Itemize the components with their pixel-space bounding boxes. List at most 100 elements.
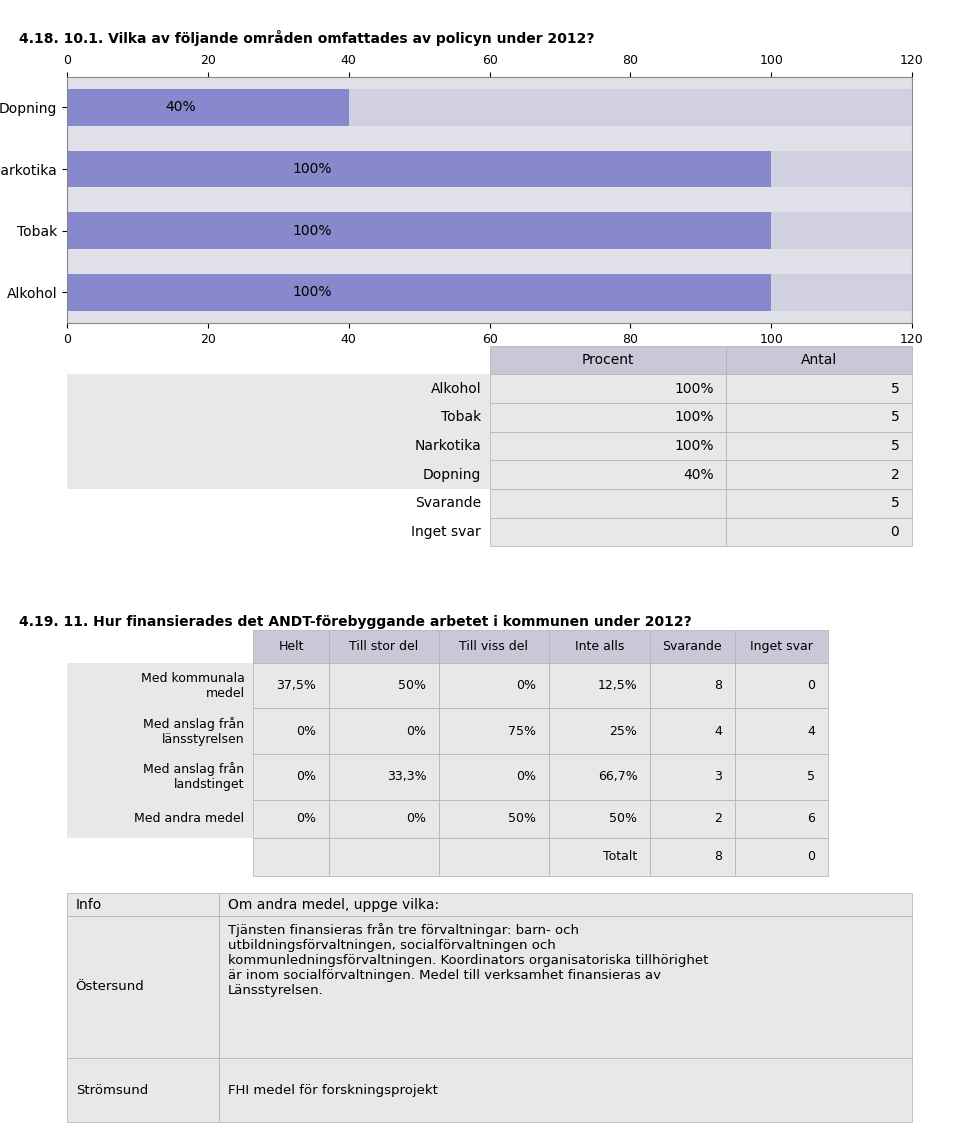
Text: 2: 2 <box>714 812 722 826</box>
Bar <box>67 374 490 403</box>
Text: 5: 5 <box>891 439 900 453</box>
Text: Totalt: Totalt <box>603 851 637 863</box>
Bar <box>650 755 734 800</box>
Text: 50%: 50% <box>508 812 536 826</box>
Bar <box>490 403 726 432</box>
Text: 0: 0 <box>891 524 900 539</box>
Text: 12,5%: 12,5% <box>598 679 637 692</box>
Text: Helt: Helt <box>278 640 303 653</box>
Bar <box>253 755 329 800</box>
Bar <box>329 709 439 755</box>
Bar <box>650 630 734 663</box>
Bar <box>726 518 912 546</box>
Bar <box>650 663 734 709</box>
Bar <box>67 800 253 838</box>
Text: 0%: 0% <box>297 725 317 737</box>
Bar <box>549 663 650 709</box>
Bar <box>67 89 348 126</box>
Text: Till stor del: Till stor del <box>349 640 419 653</box>
Bar <box>726 374 912 403</box>
Bar <box>253 838 329 876</box>
Bar <box>726 432 912 460</box>
Bar <box>439 663 549 709</box>
Bar <box>490 374 726 403</box>
Text: 50%: 50% <box>398 679 426 692</box>
Text: 25%: 25% <box>610 725 637 737</box>
Bar <box>253 630 329 663</box>
Bar <box>549 709 650 755</box>
Text: 37,5%: 37,5% <box>276 679 317 692</box>
Text: 0%: 0% <box>297 812 317 826</box>
Text: 100%: 100% <box>293 285 332 299</box>
Bar <box>439 709 549 755</box>
Text: 4.18. 10.1. Vilka av följande områden omfattades av policyn under 2012?: 4.18. 10.1. Vilka av följande områden om… <box>19 30 594 46</box>
Text: 5: 5 <box>891 496 900 511</box>
Text: 0%: 0% <box>297 771 317 783</box>
Bar <box>726 460 912 489</box>
Text: Med anslag från
landstinget: Med anslag från landstinget <box>143 763 245 791</box>
Text: Med kommunala
medel: Med kommunala medel <box>141 672 245 700</box>
Bar <box>219 893 912 916</box>
Bar <box>734 755 828 800</box>
Bar <box>67 212 771 250</box>
Text: Antal: Antal <box>801 353 837 368</box>
Text: Inget svar: Inget svar <box>750 640 812 653</box>
Bar <box>67 709 253 755</box>
Text: Procent: Procent <box>582 353 635 368</box>
Bar <box>726 489 912 518</box>
Text: 8: 8 <box>714 851 722 863</box>
Bar <box>549 755 650 800</box>
Bar <box>67 89 912 126</box>
Text: Inget svar: Inget svar <box>412 524 481 539</box>
Bar <box>67 212 912 250</box>
Bar <box>490 346 726 374</box>
Text: Till viss del: Till viss del <box>459 640 528 653</box>
Text: 0%: 0% <box>516 771 536 783</box>
Text: 2: 2 <box>891 467 900 482</box>
Text: 100%: 100% <box>293 163 332 176</box>
Bar <box>253 709 329 755</box>
Text: 5: 5 <box>806 771 815 783</box>
Text: Östersund: Östersund <box>76 980 144 994</box>
Text: 100%: 100% <box>674 439 713 453</box>
Text: 8: 8 <box>714 679 722 692</box>
Text: 0%: 0% <box>516 679 536 692</box>
Text: 4.19. 11. Hur finansierades det ANDT-förebyggande arbetet i kommunen under 2012?: 4.19. 11. Hur finansierades det ANDT-för… <box>19 615 692 629</box>
Bar <box>329 755 439 800</box>
Bar <box>67 151 771 188</box>
Text: 50%: 50% <box>610 812 637 826</box>
Bar <box>67 755 253 800</box>
Bar <box>67 274 912 310</box>
Bar <box>67 403 490 432</box>
Bar <box>67 151 912 188</box>
Bar <box>439 755 549 800</box>
Bar <box>490 489 726 518</box>
Text: 4: 4 <box>807 725 815 737</box>
Bar <box>549 800 650 838</box>
Text: 5: 5 <box>891 410 900 425</box>
Bar <box>734 630 828 663</box>
Text: Alkohol: Alkohol <box>430 381 481 396</box>
Bar <box>329 800 439 838</box>
Text: 0%: 0% <box>406 725 426 737</box>
Bar <box>67 432 490 460</box>
Bar <box>67 893 219 916</box>
Bar <box>650 838 734 876</box>
Bar <box>734 709 828 755</box>
Text: 40%: 40% <box>683 467 713 482</box>
Bar <box>734 838 828 876</box>
Text: 5: 5 <box>891 381 900 396</box>
Text: FHI medel för forskningsprojekt: FHI medel för forskningsprojekt <box>228 1083 438 1097</box>
Text: Tjänsten finansieras från tre förvaltningar: barn- och
utbildningsförvaltningen,: Tjänsten finansieras från tre förvaltnin… <box>228 923 708 997</box>
Text: 0: 0 <box>806 679 815 692</box>
Text: Narkotika: Narkotika <box>415 439 481 453</box>
Text: 3: 3 <box>714 771 722 783</box>
Bar <box>726 346 912 374</box>
Bar <box>650 800 734 838</box>
Bar <box>329 838 439 876</box>
Bar <box>490 432 726 460</box>
Bar <box>549 630 650 663</box>
Bar <box>549 838 650 876</box>
Bar <box>726 403 912 432</box>
Text: 100%: 100% <box>674 410 713 425</box>
